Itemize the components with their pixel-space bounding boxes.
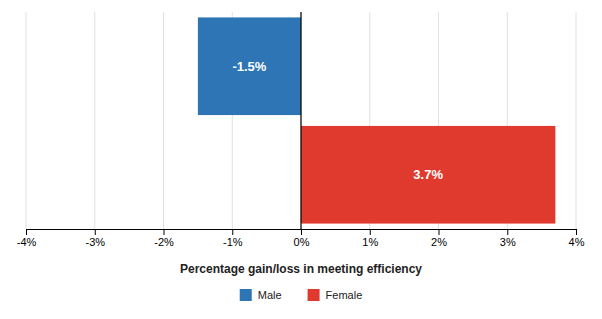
- chart-svg: -1.5% 3.7% -4% -3% -2% -1% 0% 1% 2% 3% 4% Percentag…: [0, 0, 602, 319]
- legend-item: Male: [240, 289, 282, 301]
- legend-label: Female: [326, 289, 363, 301]
- x-tick-mark: [26, 229, 27, 235]
- x-tick-mark: [370, 229, 371, 235]
- baseline: [300, 12, 301, 229]
- x-tick-label: 2%: [431, 236, 447, 248]
- x-tick-label: 1%: [362, 236, 378, 248]
- x-tick: -3%: [85, 229, 105, 248]
- x-tick-mark: [164, 229, 165, 235]
- x-tick-mark: [576, 229, 577, 235]
- x-tick: -4%: [17, 229, 37, 248]
- grid: [26, 12, 576, 229]
- x-tick-label: 3%: [500, 236, 516, 248]
- x-tick-mark: [507, 229, 508, 235]
- x-tick: -1%: [223, 229, 243, 248]
- legend-item: Female: [308, 289, 363, 301]
- legend-label: Male: [258, 289, 282, 301]
- legend: Male Female: [240, 289, 363, 301]
- grid-line: [163, 12, 164, 229]
- x-tick-label: -2%: [154, 236, 174, 248]
- x-axis-line: [27, 230, 577, 236]
- grid-line: [576, 12, 577, 229]
- data-label: -1.5%: [232, 59, 266, 74]
- x-tick-mark: [439, 229, 440, 235]
- x-tick-label: 4%: [569, 236, 585, 248]
- plot-area: -1.5% 3.7% -4% -3% -2% -1% 0% 1% 2% 3% 4%: [17, 12, 585, 248]
- grid-line: [26, 12, 27, 229]
- bars: [198, 17, 556, 223]
- x-tick-mark: [301, 229, 302, 235]
- x-axis-title: Percentage gain/loss in meeting efficien…: [180, 262, 422, 276]
- x-tick-label: -4%: [17, 236, 37, 248]
- x-tick-label: 0%: [294, 236, 310, 248]
- grid-line: [301, 12, 302, 229]
- bar: [301, 126, 555, 224]
- x-tick-mark: [95, 229, 96, 235]
- x-tick-mark: [232, 229, 233, 235]
- legend-swatch: [240, 289, 252, 301]
- data-label: 3.7%: [413, 167, 443, 182]
- x-tick: -2%: [154, 229, 174, 248]
- bar: [198, 17, 301, 115]
- x-tick-label: -1%: [223, 236, 243, 248]
- x-tick: 4%: [569, 229, 585, 248]
- x-tick: 0%: [294, 229, 310, 248]
- chart-container: -1.5% 3.7% -4% -3% -2% -1% 0% 1% 2% 3% 4% Percentag…: [0, 0, 602, 319]
- data-labels: -1.5% 3.7%: [232, 59, 443, 183]
- grid-line: [94, 12, 95, 229]
- x-axis: -4% -3% -2% -1% 0% 1% 2% 3% 4%: [17, 229, 585, 248]
- x-tick: 1%: [362, 229, 378, 248]
- x-tick: 3%: [500, 229, 516, 248]
- legend-swatch: [308, 289, 320, 301]
- x-tick: 2%: [431, 229, 447, 248]
- x-tick-label: -3%: [85, 236, 105, 248]
